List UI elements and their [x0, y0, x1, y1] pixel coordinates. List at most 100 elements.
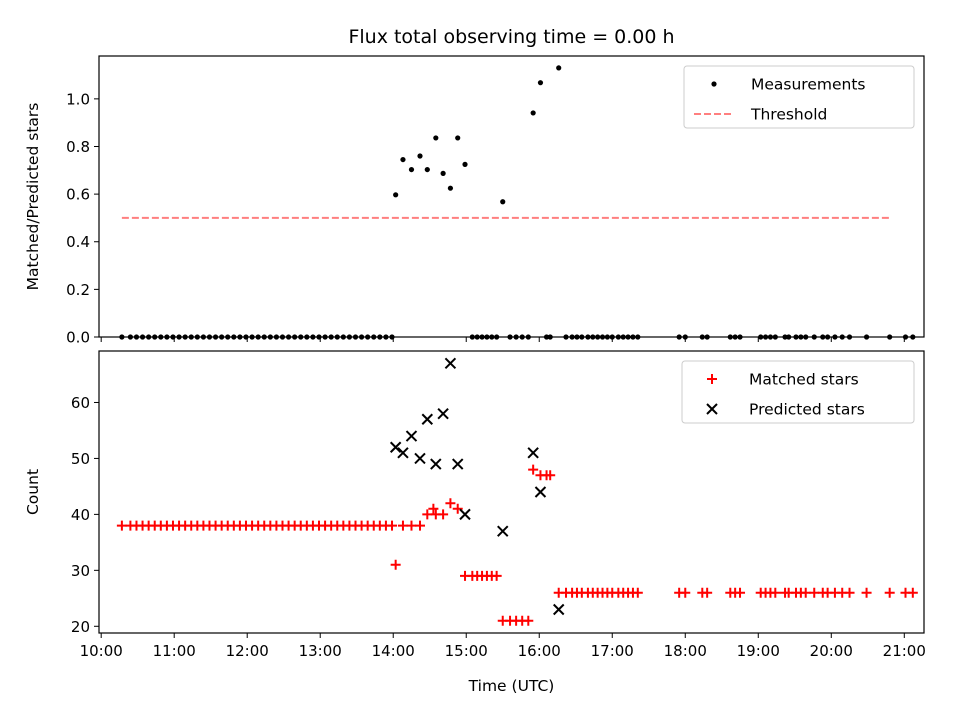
data-point [527, 447, 539, 459]
x-tick-label: 17:00 [591, 642, 634, 660]
data-point [400, 156, 406, 163]
y-tick-label: 50 [71, 450, 90, 468]
data-point [417, 153, 423, 159]
data-point [397, 447, 409, 459]
legend-box [681, 360, 915, 424]
data-point [534, 486, 547, 498]
y-tick-label: 60 [71, 394, 90, 412]
data-point [844, 587, 855, 598]
data-point [702, 587, 713, 598]
legend-label: Threshold [750, 106, 827, 124]
data-point [414, 520, 425, 531]
x-tick-label: 16:00 [518, 642, 561, 660]
data-point [907, 587, 918, 598]
legend-label: Predicted stars [749, 401, 865, 419]
data-point [444, 357, 457, 370]
data-point [387, 520, 398, 531]
legend-box [683, 65, 915, 129]
data-point [447, 185, 454, 191]
data-point [884, 587, 895, 598]
bottom-chart-panel: 20 30 40 50 60 10:00 11:00 12:00 13:00 14:00 15:00… [24, 350, 926, 695]
data-point [455, 135, 461, 141]
y-tick-label: 0.8 [66, 138, 90, 156]
data-point [530, 110, 536, 116]
x-tick-label: 20:00 [810, 642, 853, 660]
data-point [390, 559, 401, 570]
y-tick-label: 0.4 [66, 233, 90, 251]
data-point [424, 166, 430, 173]
data-point [528, 464, 539, 475]
legend-label: Measurements [751, 76, 866, 94]
x-axis-label: Time (UTC) [468, 677, 555, 695]
data-point [428, 503, 439, 514]
y-tick-label: 30 [71, 562, 90, 580]
x-tick-label: 14:00 [372, 642, 415, 660]
data-point [491, 570, 502, 581]
data-point [556, 65, 562, 71]
y-tick-label: 40 [71, 506, 90, 524]
data-point [452, 503, 463, 514]
x-tick-label: 21:00 [883, 642, 926, 660]
data-point [500, 199, 506, 205]
legend: Measurements Threshold [683, 65, 915, 129]
data-point [393, 192, 399, 198]
top-chart-panel: Flux total observing time = 0.00 h 0.0 0.2… [24, 26, 925, 347]
data-point [545, 470, 556, 481]
x-tick-label: 12:00 [226, 642, 269, 660]
data-point [680, 587, 691, 598]
data-point [389, 441, 402, 453]
data-point [770, 587, 781, 598]
x-tick-label: 15:00 [445, 642, 488, 660]
data-point [440, 170, 446, 177]
data-point [437, 407, 449, 420]
data-point [632, 587, 643, 598]
chart-title: Flux total observing time = 0.00 h [348, 26, 674, 48]
y-tick-label: 0.2 [66, 281, 90, 299]
data-point [537, 80, 544, 86]
axes-frame [98, 350, 925, 634]
legend-label: Matched stars [749, 371, 859, 389]
data-point [408, 166, 415, 173]
x-tick-label: 10:00 [80, 642, 123, 660]
x-tick-label: 13:00 [299, 642, 342, 660]
data-point [405, 430, 418, 442]
data-point [452, 458, 464, 470]
data-point [523, 615, 534, 626]
legend: Matched stars Predicted stars [681, 360, 915, 424]
data-point [433, 135, 439, 141]
y-tick-label: 0.0 [66, 329, 90, 347]
x-tick-label: 11:00 [153, 642, 196, 660]
legend-marker [711, 81, 717, 87]
x-tick-label: 19:00 [737, 642, 780, 660]
y-tick-label: 20 [71, 618, 90, 636]
data-point [462, 161, 468, 167]
data-point [438, 509, 449, 520]
y-tick-label: 1.0 [66, 90, 90, 108]
x-tick-label: 18:00 [664, 642, 707, 660]
y-tick-label: 0.6 [66, 186, 90, 204]
y-axis-label: Matched/Predicted stars [24, 103, 42, 291]
series-predicted-stars [389, 357, 565, 616]
data-point [861, 587, 872, 598]
y-axis-label: Count [24, 469, 42, 515]
data-point [116, 520, 127, 531]
data-point [397, 520, 408, 531]
data-point [422, 509, 433, 520]
legend-marker [707, 374, 717, 384]
data-point [406, 520, 417, 531]
data-point [430, 458, 442, 470]
data-point [414, 452, 426, 465]
data-point [800, 587, 811, 598]
data-point [459, 508, 471, 521]
data-point [497, 525, 509, 537]
legend-marker [706, 403, 718, 415]
data-point [809, 587, 820, 598]
data-point [445, 498, 456, 509]
axes-frame [98, 55, 925, 338]
data-point [553, 603, 565, 616]
data-point [421, 413, 434, 425]
series-matched-stars [116, 464, 918, 626]
data-point [735, 587, 746, 598]
